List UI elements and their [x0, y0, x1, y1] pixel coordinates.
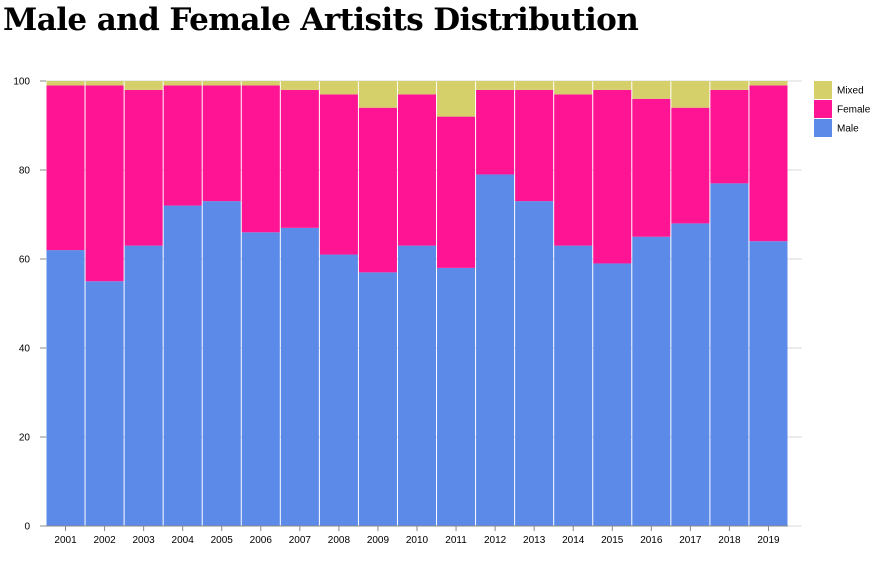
legend-label-female: Female — [837, 105, 871, 116]
bar-male-2008 — [319, 254, 358, 527]
bar-male-2018 — [710, 183, 749, 526]
bar-mixed-2012 — [476, 81, 515, 90]
bar-female-2010 — [397, 94, 437, 246]
bar-female-2003 — [124, 89, 163, 246]
bar-male-2002 — [85, 281, 124, 526]
bar-male-2016 — [632, 236, 671, 526]
bar-mixed-2018 — [710, 81, 749, 90]
x-tick-label: 2012 — [484, 535, 507, 546]
bar-mixed-2011 — [437, 81, 476, 117]
x-tick-label: 2013 — [523, 535, 546, 546]
x-tick-label: 2003 — [133, 535, 156, 546]
bar-mixed-2002 — [85, 81, 124, 86]
legend-label-male: Male — [837, 124, 859, 135]
x-tick-label: 2001 — [54, 535, 77, 546]
axes: 0 20 40 60 80 100 2001 2002 2003 2004 2005 2006 2007… — [13, 77, 788, 546]
bar-female-2004 — [163, 85, 202, 206]
bar-male-2013 — [515, 201, 554, 526]
bar-female-2011 — [437, 116, 476, 268]
bar-mixed-2009 — [358, 81, 397, 108]
bar-female-2002 — [85, 85, 124, 282]
legend-swatch-mixed — [814, 81, 832, 99]
y-tick-label: 0 — [24, 522, 30, 533]
bar-female-2007 — [280, 89, 319, 228]
y-tick-label: 80 — [19, 166, 31, 177]
bar-mixed-2007 — [280, 81, 319, 90]
bar-male-2001 — [46, 250, 85, 526]
bar-male-2007 — [280, 227, 319, 526]
y-tick-label: 40 — [19, 344, 31, 355]
bar-mixed-2013 — [515, 81, 554, 90]
legend-swatch-male — [814, 119, 832, 137]
bar-male-2005 — [202, 201, 241, 526]
x-tick-label: 2011 — [445, 535, 467, 546]
bar-female-2013 — [515, 89, 554, 202]
legend: Mixed Female Male — [814, 81, 871, 137]
bar-male-2014 — [554, 245, 593, 526]
bar-female-2012 — [476, 89, 515, 175]
bar-female-2005 — [202, 85, 241, 202]
x-tick-label: 2010 — [406, 535, 429, 546]
x-tick-label: 2002 — [93, 535, 116, 546]
bar-female-2015 — [593, 89, 632, 264]
bar-mixed-2005 — [202, 81, 241, 86]
bar-male-2019 — [749, 241, 788, 526]
bar-female-2018 — [710, 89, 749, 184]
x-tick-label: 2004 — [172, 535, 195, 546]
legend-swatch-female — [814, 100, 832, 118]
x-tick-label: 2019 — [757, 535, 780, 546]
bar-male-2011 — [437, 267, 476, 526]
x-tick-label: 2005 — [211, 535, 234, 546]
bar-mixed-2008 — [319, 81, 358, 95]
bar-female-2001 — [46, 85, 85, 251]
bar-female-2017 — [671, 107, 710, 224]
bar-mixed-2004 — [163, 81, 202, 86]
bar-male-2015 — [593, 263, 632, 526]
bar-male-2003 — [124, 245, 163, 526]
bar-female-2006 — [241, 85, 280, 233]
bar-mixed-2016 — [632, 81, 671, 99]
bar-male-2012 — [476, 174, 515, 526]
x-tick-label: 2007 — [289, 535, 312, 546]
x-tick-label: 2018 — [718, 535, 741, 546]
bar-male-2017 — [671, 223, 710, 526]
bars — [46, 81, 788, 527]
x-tick-label: 2016 — [640, 535, 663, 546]
x-tick-label: 2015 — [601, 535, 624, 546]
bar-male-2004 — [163, 205, 202, 526]
bar-mixed-2003 — [124, 81, 163, 90]
bar-mixed-2019 — [749, 81, 788, 86]
bar-mixed-2010 — [397, 81, 437, 95]
bar-mixed-2017 — [671, 81, 710, 108]
bar-female-2008 — [319, 94, 358, 255]
x-tick-label: 2006 — [250, 535, 273, 546]
legend-label-mixed: Mixed — [837, 86, 864, 97]
x-tick-label: 2014 — [562, 535, 585, 546]
bar-female-2019 — [749, 85, 788, 242]
chart-title: Male and Female Artisits Distribution — [3, 2, 639, 38]
bar-male-2006 — [241, 232, 280, 527]
y-tick-label: 100 — [13, 77, 30, 88]
bar-mixed-2001 — [46, 81, 85, 86]
bar-female-2016 — [632, 98, 671, 237]
bar-male-2009 — [358, 272, 397, 526]
x-tick-label: 2009 — [367, 535, 390, 546]
x-tick-label: 2017 — [679, 535, 702, 546]
bar-female-2014 — [554, 94, 593, 246]
y-tick-label: 60 — [19, 255, 31, 266]
x-tick-label: 2008 — [328, 535, 351, 546]
bar-female-2009 — [358, 107, 397, 273]
bar-mixed-2006 — [241, 81, 280, 86]
bar-mixed-2014 — [554, 81, 593, 95]
y-tick-label: 20 — [19, 433, 31, 444]
bar-male-2010 — [397, 245, 437, 526]
bar-mixed-2015 — [593, 81, 632, 90]
